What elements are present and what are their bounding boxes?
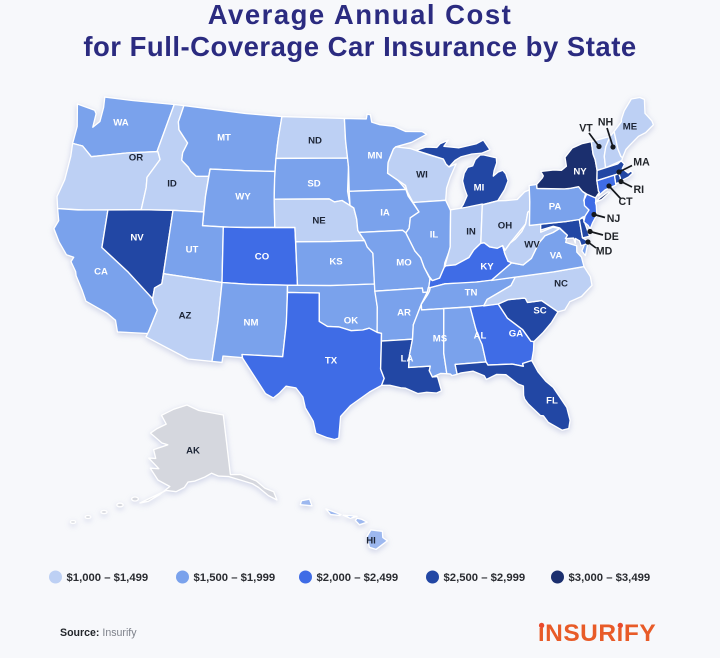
svg-text:MI: MI [474, 182, 485, 193]
svg-text:VA: VA [550, 250, 563, 261]
svg-text:TN: TN [465, 287, 478, 298]
svg-text:AR: AR [397, 307, 411, 318]
svg-text:RI: RI [634, 184, 645, 196]
svg-text:MT: MT [217, 132, 231, 143]
svg-text:for Full-Coverage Car Insuranc: for Full-Coverage Car Insurance by State [83, 31, 636, 62]
svg-text:$1,000 – $1,499: $1,000 – $1,499 [67, 572, 149, 584]
svg-text:HI: HI [366, 535, 376, 546]
svg-text:AZ: AZ [179, 310, 192, 321]
svg-text:MO: MO [396, 257, 412, 268]
svg-text:CA: CA [94, 266, 108, 277]
svg-text:NC: NC [554, 278, 568, 289]
svg-text:TX: TX [325, 355, 338, 366]
svg-text:$1,500 – $1,999: $1,500 – $1,999 [194, 572, 276, 584]
svg-text:NE: NE [312, 215, 326, 226]
svg-text:OH: OH [498, 220, 512, 231]
svg-text:NH: NH [598, 117, 613, 129]
svg-text:MS: MS [433, 333, 448, 344]
svg-text:LA: LA [401, 353, 414, 364]
svg-text:$2,000 – $2,499: $2,000 – $2,499 [317, 572, 399, 584]
svg-text:IN: IN [466, 226, 476, 237]
svg-text:MD: MD [596, 245, 613, 257]
svg-text:CO: CO [255, 251, 270, 262]
svg-text:CT: CT [618, 196, 633, 208]
svg-text:Source: Insurify: Source: Insurify [60, 627, 137, 639]
svg-text:SC: SC [533, 305, 546, 316]
svg-text:NJ: NJ [607, 213, 621, 225]
svg-text:NM: NM [244, 317, 259, 328]
svg-text:NV: NV [130, 232, 144, 243]
svg-text:DE: DE [604, 231, 619, 243]
svg-text:WV: WV [524, 239, 540, 250]
svg-text:AL: AL [474, 330, 487, 341]
svg-text:PA: PA [549, 201, 562, 212]
svg-text:VT: VT [579, 123, 593, 135]
svg-text:AK: AK [186, 445, 200, 456]
svg-text:ID: ID [167, 178, 177, 189]
svg-text:ME: ME [623, 121, 638, 132]
svg-text:SD: SD [307, 178, 320, 189]
svg-text:KY: KY [480, 261, 494, 272]
svg-text:MA: MA [633, 157, 650, 169]
svg-text:OR: OR [129, 152, 143, 163]
svg-text:WI: WI [416, 169, 428, 180]
svg-text:GA: GA [509, 328, 523, 339]
svg-text:IL: IL [430, 229, 439, 240]
svg-text:$2,500 – $2,999: $2,500 – $2,999 [444, 572, 526, 584]
svg-text:Average Annual Cost: Average Annual Cost [208, 0, 513, 30]
svg-text:OK: OK [344, 315, 358, 326]
svg-text:$3,000 – $3,499: $3,000 – $3,499 [569, 572, 651, 584]
svg-text:KS: KS [329, 256, 343, 267]
svg-text:IA: IA [380, 207, 390, 218]
svg-text:ıNSURıFY: ıNSURıFY [538, 620, 656, 647]
svg-text:NY: NY [573, 166, 587, 177]
svg-text:WA: WA [113, 117, 129, 128]
svg-text:FL: FL [546, 395, 558, 406]
svg-text:ND: ND [308, 135, 322, 146]
svg-text:WY: WY [235, 191, 251, 202]
svg-text:MN: MN [368, 150, 383, 161]
svg-text:UT: UT [186, 244, 199, 255]
